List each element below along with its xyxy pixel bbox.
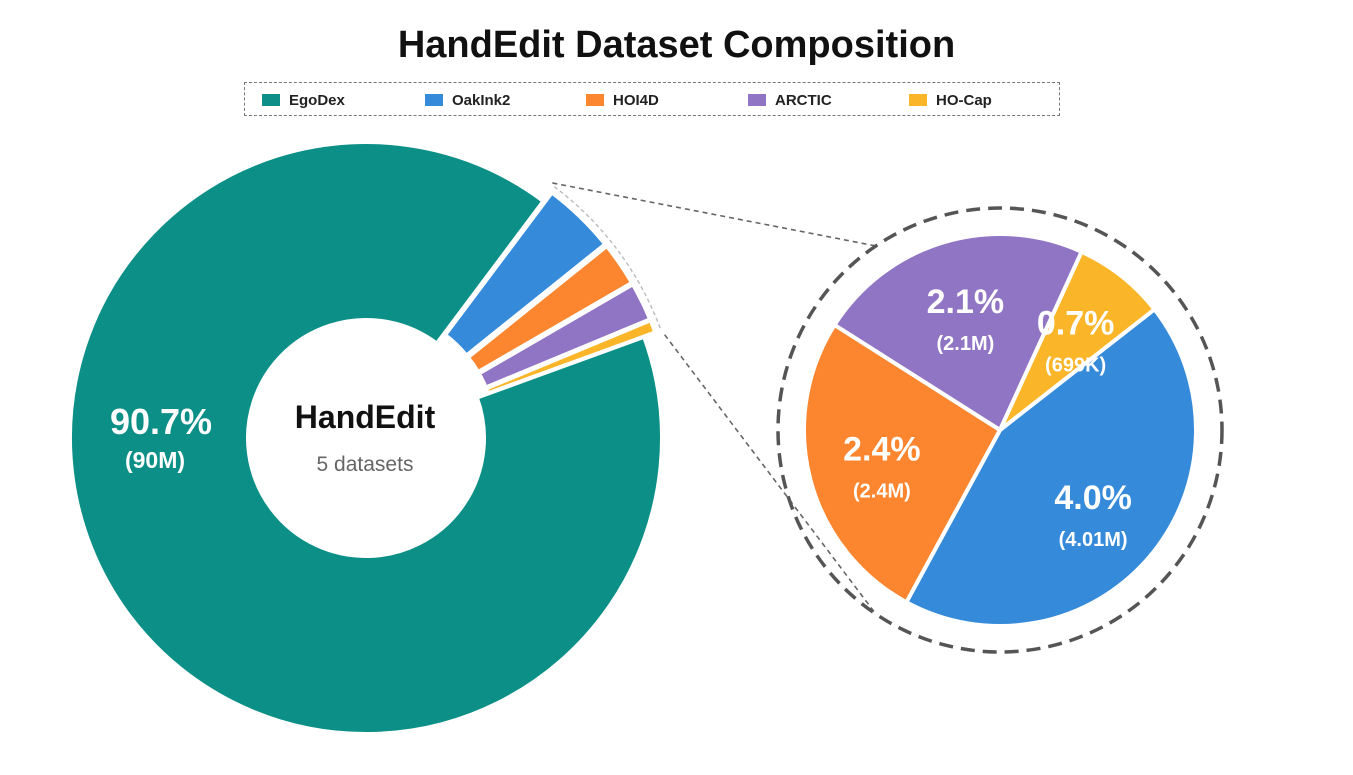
- legend-label-egodex: EgoDex: [289, 91, 345, 109]
- donut-slice-hocap[interactable]: [484, 318, 658, 396]
- donut-slice-egodex[interactable]: [68, 140, 664, 736]
- donut-chart: [68, 140, 664, 736]
- detail-pie-border: [776, 206, 1224, 654]
- data-label-oakink2-count: (4.01M): [1059, 529, 1128, 551]
- legend-label-oakink2: OakInk2: [452, 91, 511, 109]
- detail-slice-arctic[interactable]: [832, 232, 1084, 432]
- data-label-arctic-percent: 2.1%: [927, 283, 1005, 321]
- detail-pie-chart: [776, 206, 1224, 654]
- connector-line-bottom: [663, 334, 877, 615]
- data-label-hoi4d-percent: 2.4%: [843, 431, 921, 469]
- donut-center-subtitle: 5 datasets: [317, 453, 414, 476]
- detail-slice-hocap[interactable]: [998, 249, 1157, 432]
- legend-swatch-arctic: [748, 94, 766, 106]
- legend-swatch-hocap: [909, 94, 927, 106]
- legend-item-hoi4d[interactable]: HOI4D: [586, 91, 659, 109]
- legend-swatch-hoi4d: [586, 94, 604, 106]
- data-label-arctic-count: (2.1M): [936, 333, 994, 355]
- detail-slice-oakink2[interactable]: [904, 307, 1198, 628]
- legend-label-hocap: HO-Cap: [936, 91, 992, 109]
- legend: EgoDex OakInk2 HOI4D ARCTIC HO-Cap: [244, 82, 1060, 116]
- legend-item-egodex[interactable]: EgoDex: [262, 91, 345, 109]
- legend-item-arctic[interactable]: ARCTIC: [748, 91, 832, 109]
- zoom-connectors: [552, 182, 877, 615]
- legend-swatch-oakink2: [425, 94, 443, 106]
- donut-slice-oakink2[interactable]: [443, 190, 608, 358]
- legend-item-oakink2[interactable]: OakInk2: [425, 91, 510, 109]
- data-label-hocap-percent: 0.7%: [1037, 304, 1115, 342]
- data-label-hoi4d-count: (2.4M): [853, 481, 911, 503]
- data-label-hocap-count: (699K): [1045, 354, 1106, 376]
- legend-label-arctic: ARCTIC: [775, 91, 832, 109]
- detail-slice-hoi4d[interactable]: [802, 322, 1002, 605]
- data-label-egodex-percent: 90.7%: [110, 401, 212, 442]
- chart-labels: HandEdit 5 datasets 90.7% (90M) 4.0% (4.01M) 2…: [110, 283, 1132, 551]
- legend-item-hocap[interactable]: HO-Cap: [909, 91, 992, 109]
- legend-swatch-egodex: [262, 94, 280, 106]
- data-label-oakink2-percent: 4.0%: [1054, 479, 1132, 517]
- donut-center-title: HandEdit: [295, 399, 436, 435]
- connector-line-top: [552, 182, 877, 247]
- chart-title: HandEdit Dataset Composition: [397, 24, 956, 66]
- data-label-egodex-count: (90M): [125, 447, 185, 473]
- legend-label-hoi4d: HOI4D: [613, 91, 659, 109]
